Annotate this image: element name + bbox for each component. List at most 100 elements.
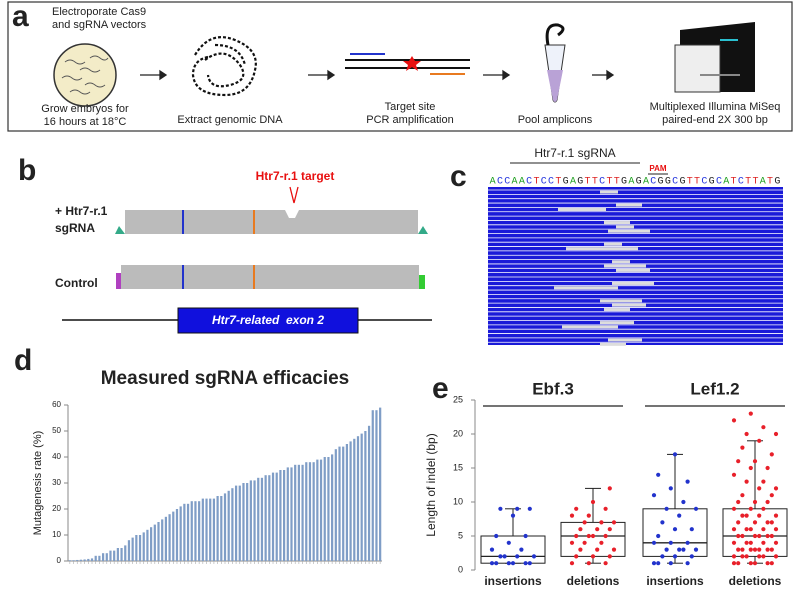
point: [685, 540, 690, 545]
bar: [116, 548, 119, 561]
point: [765, 499, 770, 505]
base: T: [592, 177, 598, 188]
bar: [105, 553, 108, 561]
base: C: [599, 177, 605, 188]
point: [582, 520, 587, 525]
point: [731, 561, 737, 566]
y-tick-label: 0: [57, 556, 62, 565]
bar: [338, 446, 341, 561]
point: [748, 561, 753, 566]
base: C: [541, 177, 547, 188]
point: [773, 486, 779, 491]
point: [569, 561, 575, 566]
point: [668, 540, 673, 545]
deletion: [562, 325, 618, 329]
genomic-dna: [191, 36, 257, 97]
coverage-edge: [419, 275, 425, 289]
y-tick-label: 15: [453, 462, 463, 472]
bar: [120, 548, 123, 561]
point: [773, 554, 779, 559]
bar: [342, 446, 345, 561]
bar: [135, 535, 138, 561]
y-tick-label: 40: [52, 452, 61, 461]
base: T: [687, 177, 693, 188]
bar: [209, 498, 212, 561]
bar: [257, 477, 260, 561]
base: A: [628, 177, 634, 188]
point: [569, 513, 575, 518]
point: [651, 540, 657, 545]
y-tick-label: 20: [52, 504, 61, 513]
step-text: and sgRNA vectors: [52, 19, 147, 31]
point: [769, 533, 774, 539]
target-star: [403, 56, 421, 71]
bar: [113, 550, 116, 561]
point: [611, 520, 617, 525]
y-axis-label: Length of indel (bp): [424, 433, 438, 536]
bar: [367, 425, 371, 561]
base: C: [497, 177, 503, 188]
point: [773, 431, 779, 437]
point: [672, 527, 678, 532]
point: [748, 527, 753, 532]
point: [748, 547, 753, 552]
point: [773, 513, 779, 518]
bar: [68, 560, 71, 561]
point: [607, 527, 612, 532]
point: [603, 506, 608, 511]
deletion: [612, 303, 646, 307]
point: [752, 520, 758, 525]
bar: [312, 462, 315, 561]
point: [740, 493, 745, 498]
point: [765, 533, 770, 539]
base: T: [731, 177, 737, 188]
deletion: [608, 338, 642, 342]
step-text: PCR amplification: [366, 114, 453, 126]
panel-label: a: [12, 0, 29, 33]
bar: [308, 462, 312, 561]
base: C: [504, 177, 510, 188]
point: [586, 561, 591, 566]
panel-label: d: [14, 344, 32, 377]
tube-cap: [545, 23, 565, 46]
point: [603, 533, 608, 539]
deletion: [612, 260, 630, 264]
base: G: [665, 177, 671, 188]
coverage-track: [121, 265, 419, 289]
point: [765, 520, 770, 525]
deletion: [600, 342, 626, 346]
point: [693, 547, 699, 552]
point: [731, 527, 737, 532]
bar: [349, 441, 352, 561]
reads: [488, 187, 783, 346]
variant: [182, 265, 184, 289]
bar: [186, 503, 190, 561]
track-label: + Htr7-r.1: [55, 204, 108, 218]
step-text: paired-end 2X 300 bp: [662, 114, 768, 126]
point: [603, 561, 608, 566]
bar: [271, 472, 275, 561]
panel-a-frame: [7, 1, 793, 132]
base: G: [679, 177, 685, 188]
point: [740, 554, 745, 559]
point: [527, 561, 532, 566]
bar: [198, 501, 201, 561]
point: [595, 547, 600, 552]
y-tick-label: 5: [458, 530, 463, 540]
y-tick-label: 30: [52, 478, 61, 487]
point: [761, 527, 766, 532]
chart-title: Measured sgRNA efficacies: [101, 368, 350, 389]
x-tick-label: insertions: [484, 574, 542, 588]
base: A: [723, 177, 729, 188]
deletion: [600, 190, 618, 194]
bar: [179, 506, 182, 561]
point: [668, 561, 673, 566]
variant: [253, 265, 255, 289]
point: [765, 465, 770, 471]
point: [523, 561, 528, 566]
box: [560, 521, 626, 557]
point: [761, 554, 766, 559]
point: [744, 513, 749, 518]
